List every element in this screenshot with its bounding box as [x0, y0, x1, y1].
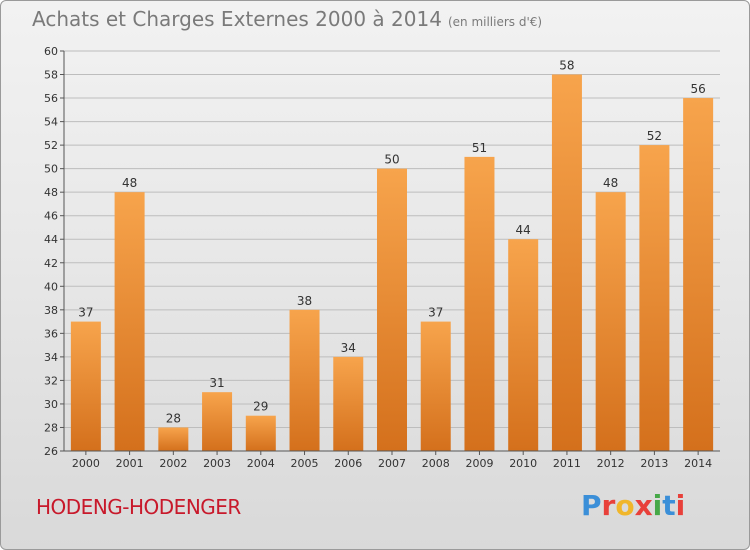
y-tick-label: 26: [44, 445, 58, 458]
y-tick-label: 32: [44, 374, 58, 387]
x-tick-label: 2000: [72, 457, 100, 470]
logo-letter: r: [601, 489, 616, 522]
logo-letter: P: [581, 489, 602, 522]
bar-value-label: 44: [516, 223, 531, 237]
title-unit: (en milliers d'€): [447, 15, 543, 29]
y-tick-label: 46: [44, 210, 58, 223]
bars: [70, 74, 714, 452]
x-tick-label: 2002: [159, 457, 187, 470]
x-tick-label: 2014: [684, 457, 712, 470]
chart-title: Achats et Charges Externes 2000 à 2014 (e…: [32, 7, 542, 31]
axes: 26 28 30 32 34 36 38 40 42 44 46 48 50 52 54 56 58 60 2000…: [44, 45, 720, 470]
bar-value-label: 51: [472, 141, 487, 155]
bar: [158, 427, 189, 451]
bar: [595, 192, 626, 452]
y-tick-label: 28: [44, 421, 58, 434]
y-tick-label: 50: [44, 163, 58, 176]
logo-letter: o: [615, 489, 635, 522]
bar: [464, 156, 495, 451]
bar: [551, 74, 582, 451]
y-tick-label: 52: [44, 139, 58, 152]
bar-value-label: 37: [78, 306, 93, 320]
bar: [333, 356, 364, 451]
bar: [508, 239, 539, 451]
bar-value-label: 58: [559, 59, 574, 73]
logo-letter: i: [675, 489, 686, 522]
bar: [114, 192, 145, 452]
x-tick-label: 2007: [378, 457, 406, 470]
bar-value-label: 34: [341, 341, 356, 355]
bar: [377, 168, 407, 451]
bar: [420, 321, 451, 451]
y-tick-label: 40: [44, 280, 58, 293]
bar-value-label: 52: [647, 129, 662, 143]
x-tick-label: 2006: [334, 457, 362, 470]
bar: [245, 415, 276, 451]
y-tick-label: 58: [44, 69, 58, 82]
y-tick-label: 38: [44, 304, 58, 317]
y-tick-label: 56: [44, 92, 58, 105]
title-text: Achats et Charges Externes 2000 à 2014: [32, 7, 442, 31]
labels: 37 48 28 31 29 38 34 50 37 51 44 58 48 52 56: [78, 59, 706, 426]
logo-letter: x: [634, 489, 653, 522]
logo-letter: t: [662, 489, 676, 522]
x-tick-label: 2005: [291, 457, 319, 470]
logo-letter: i: [652, 489, 663, 522]
y-tick-label: 54: [44, 116, 58, 129]
city-name: HODENG-HODENGER: [36, 495, 241, 519]
bar-value-label: 56: [690, 82, 705, 96]
proxiti-logo: Proxiti: [581, 489, 685, 522]
bar-value-label: 28: [166, 411, 181, 425]
y-tick-label: 44: [44, 233, 58, 246]
x-tick-label: 2001: [116, 457, 144, 470]
bar-value-label: 48: [603, 176, 618, 190]
bar: [289, 309, 320, 451]
bar-value-label: 48: [122, 176, 137, 190]
bar: [70, 321, 101, 451]
bar-value-label: 29: [253, 400, 268, 414]
bar: [683, 98, 714, 451]
y-tick-label: 30: [44, 398, 58, 411]
bar-value-label: 31: [209, 376, 224, 390]
bar-value-label: 38: [297, 294, 312, 308]
x-tick-label: 2008: [422, 457, 450, 470]
x-tick-label: 2011: [553, 457, 581, 470]
x-tick-label: 2010: [509, 457, 537, 470]
bar-value-label: 37: [428, 306, 443, 320]
y-tick-label: 60: [44, 45, 58, 58]
x-tick-label: 2013: [640, 457, 668, 470]
bar: [202, 392, 233, 451]
y-tick-label: 42: [44, 257, 58, 270]
x-tick-label: 2004: [247, 457, 275, 470]
bar: [639, 145, 670, 451]
y-tick-label: 34: [44, 351, 58, 364]
x-tick-label: 2003: [203, 457, 231, 470]
y-tick-label: 36: [44, 327, 58, 340]
x-tick-label: 2012: [597, 457, 625, 470]
bar-value-label: 50: [384, 153, 399, 167]
y-tick-label: 48: [44, 186, 58, 199]
x-tick-label: 2009: [465, 457, 493, 470]
